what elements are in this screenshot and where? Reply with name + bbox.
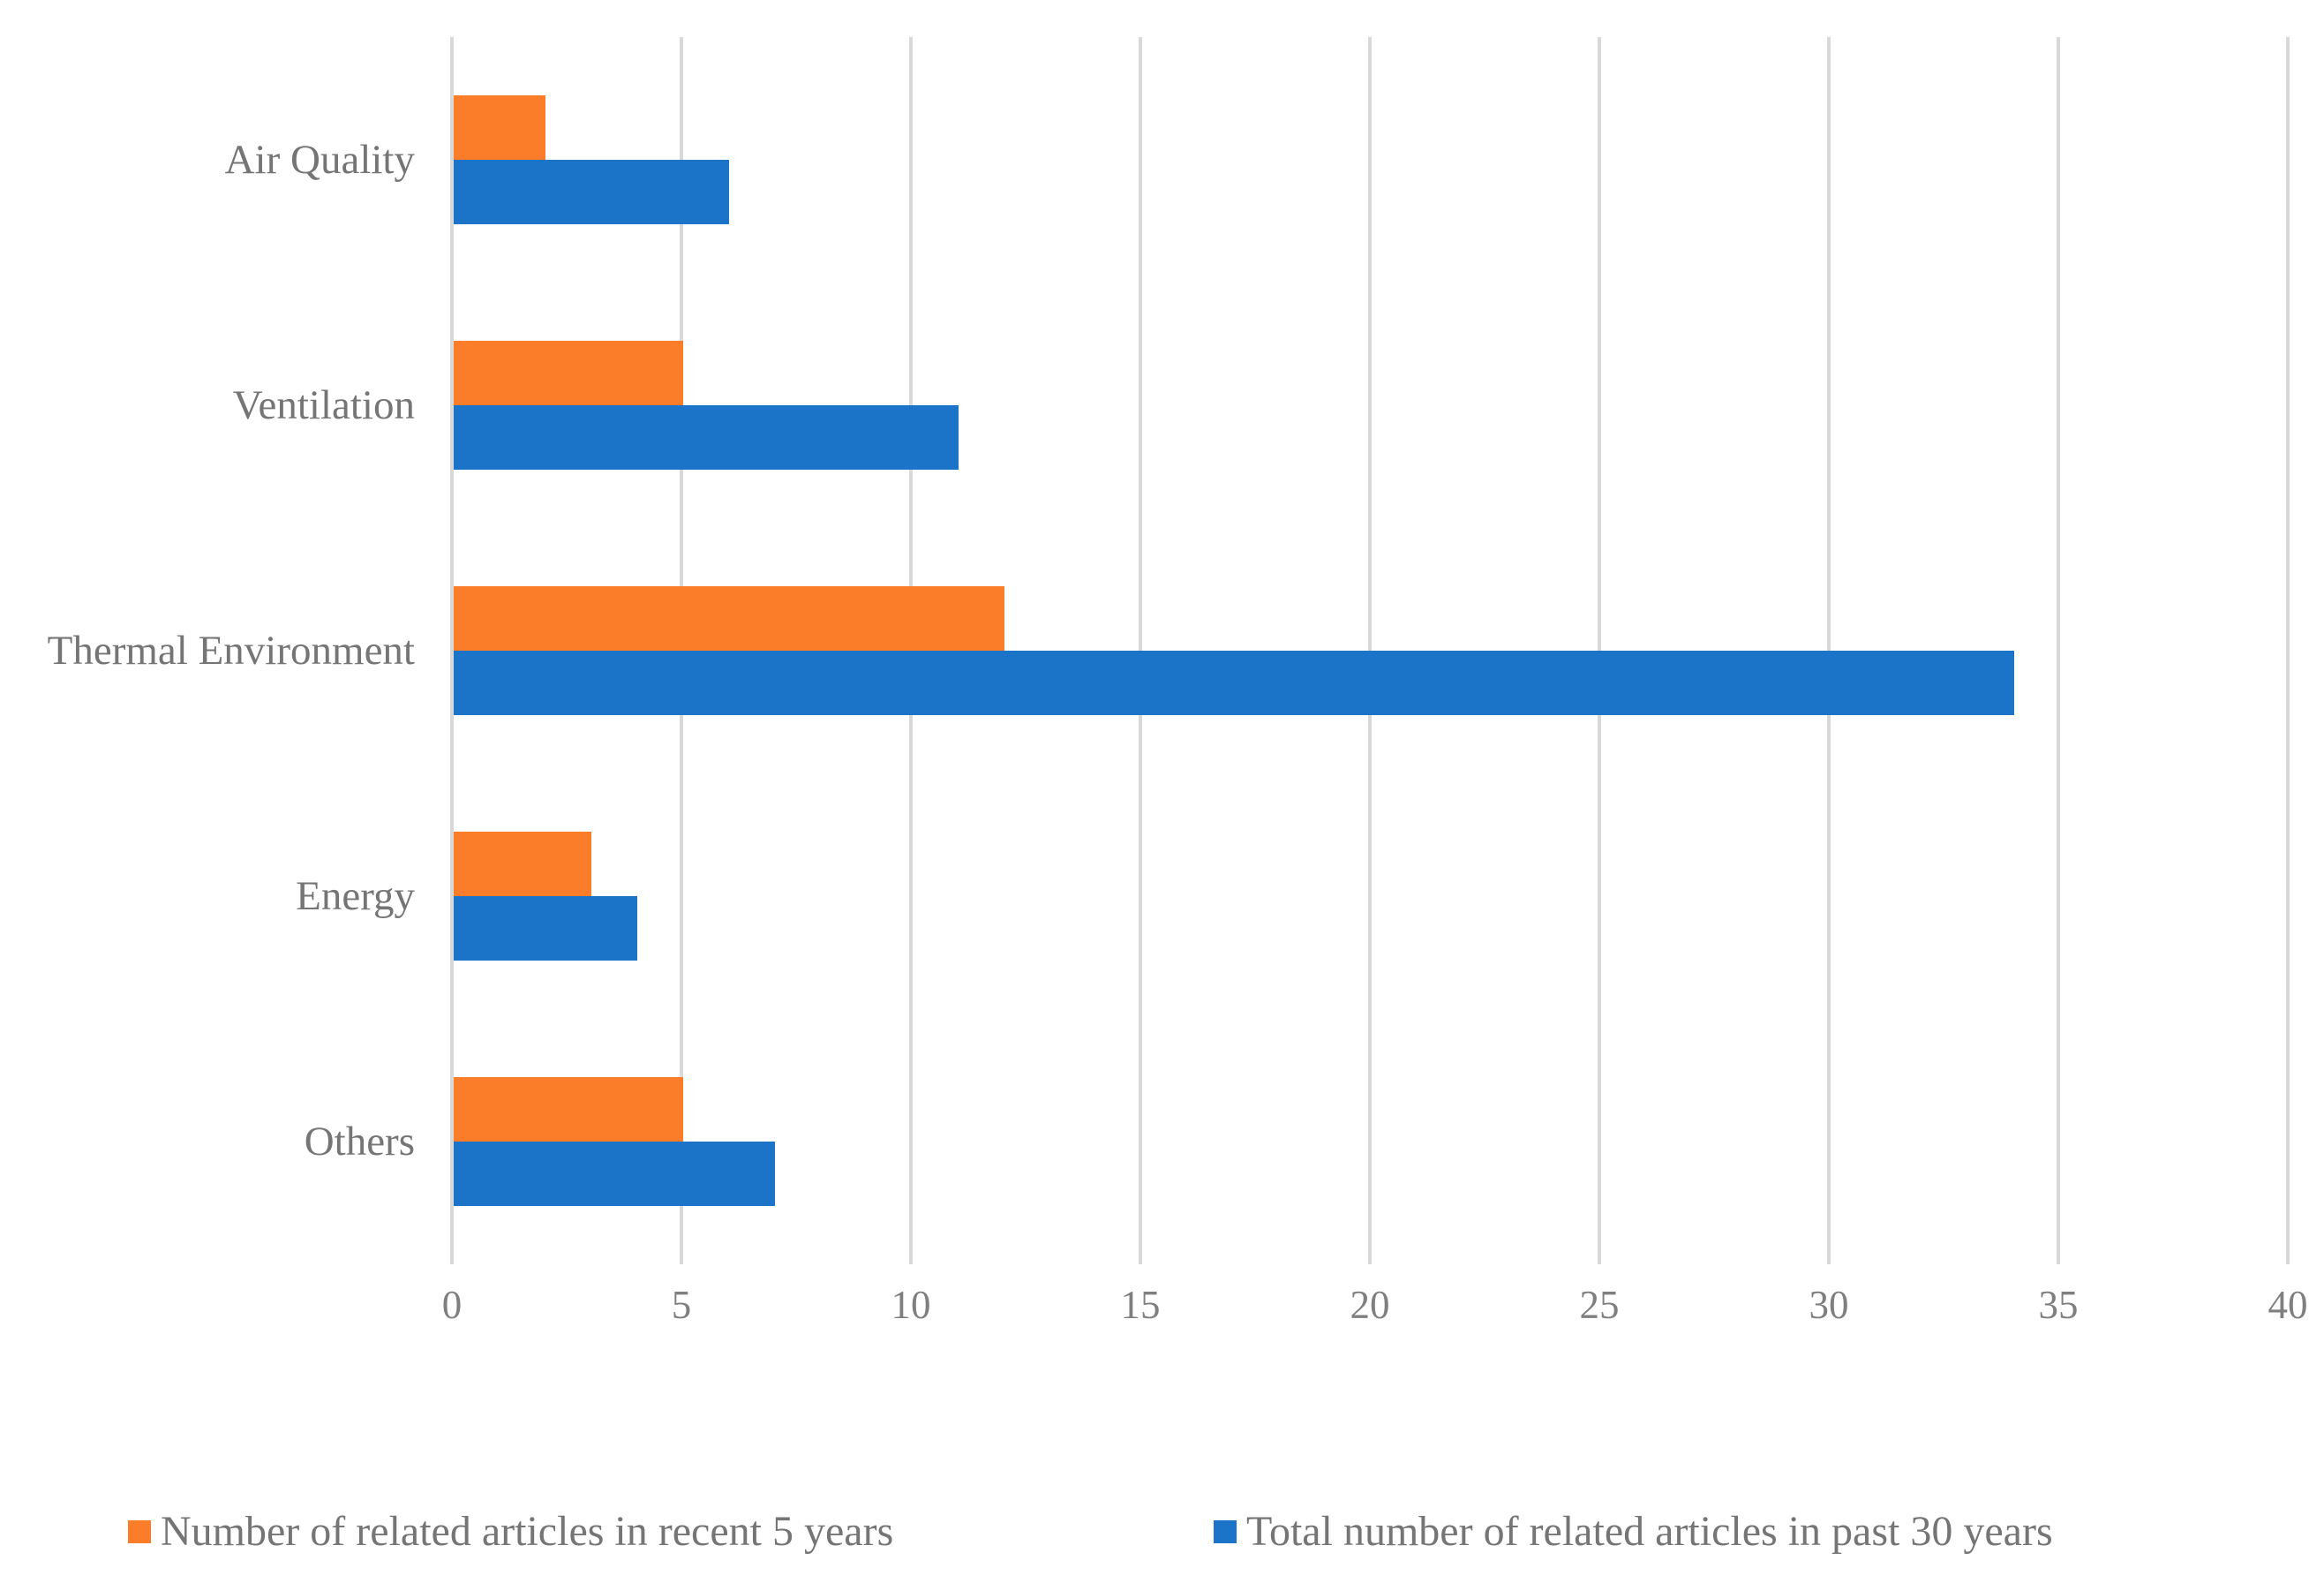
gridline-x-0: [450, 37, 454, 1264]
bar-energy-series-0: [454, 832, 591, 896]
bar-ventilation-series-1: [454, 405, 959, 470]
category-label-thermal-environment: Thermal Environment: [47, 628, 415, 674]
bar-air-quality-series-0: [454, 95, 545, 160]
gridline-x-35: [2057, 37, 2060, 1264]
category-label-energy: Energy: [296, 873, 415, 919]
x-tick-label-30: 30: [1809, 1283, 1849, 1327]
bar-others-series-1: [454, 1142, 775, 1206]
category-label-others: Others: [304, 1119, 415, 1165]
x-tick-label-5: 5: [671, 1283, 692, 1327]
legend-label: Number of related articles in recent 5 y…: [161, 1508, 894, 1555]
legend-item-0: Number of related articles in recent 5 y…: [128, 1505, 893, 1558]
category-label-ventilation: Ventilation: [232, 382, 415, 428]
x-tick-label-35: 35: [2038, 1283, 2079, 1327]
legend-swatch-icon: [1214, 1520, 1237, 1543]
x-tick-label-25: 25: [1579, 1283, 1620, 1327]
legend-label: Total number of related articles in past…: [1246, 1508, 2053, 1555]
x-tick-label-10: 10: [891, 1283, 931, 1327]
bar-thermal-environment-series-0: [454, 586, 1004, 651]
x-tick-label-0: 0: [441, 1283, 463, 1327]
bar-ventilation-series-0: [454, 341, 683, 405]
x-tick-label-15: 15: [1120, 1283, 1161, 1327]
bar-thermal-environment-series-1: [454, 651, 2014, 715]
category-label-air-quality: Air Quality: [224, 137, 415, 183]
bar-air-quality-series-1: [454, 160, 729, 224]
bar-others-series-0: [454, 1077, 683, 1142]
bar-energy-series-1: [454, 896, 637, 961]
x-tick-label-20: 20: [1350, 1283, 1390, 1327]
legend-item-1: Total number of related articles in past…: [1214, 1505, 2053, 1558]
gridline-x-40: [2286, 37, 2290, 1264]
legend-swatch-icon: [128, 1520, 151, 1543]
x-tick-label-40: 40: [2268, 1283, 2308, 1327]
